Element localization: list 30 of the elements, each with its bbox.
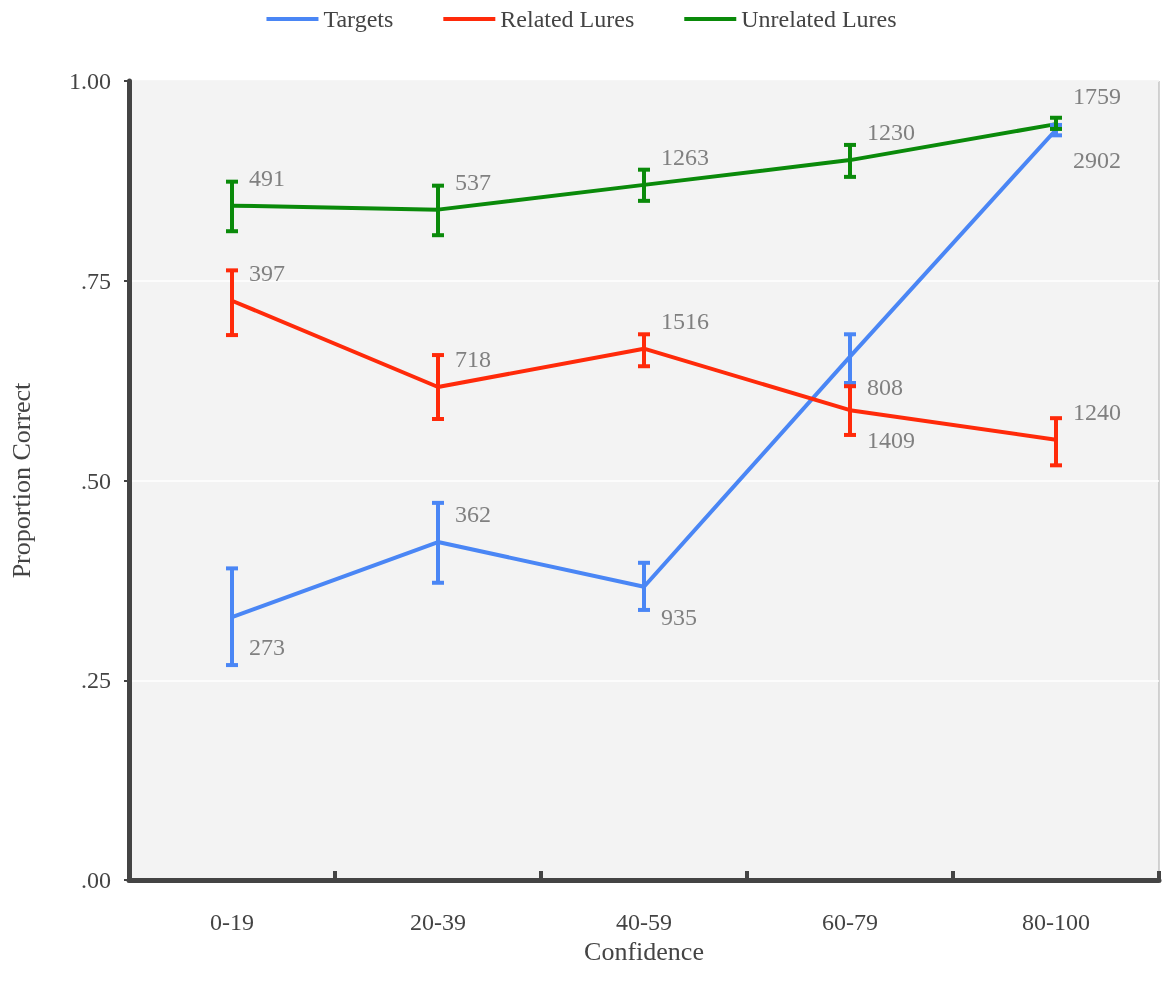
annotation: 1759 [1073, 83, 1121, 110]
annotation: 362 [455, 501, 491, 528]
annotation: 491 [249, 164, 285, 191]
annotation: 718 [455, 346, 491, 373]
annotation: 2902 [1073, 146, 1121, 173]
y-tick-label: .00 [81, 867, 111, 893]
annotation: 808 [867, 373, 903, 400]
y-axis-title: Proportion Correct [6, 381, 36, 579]
annotation: 1263 [661, 143, 709, 170]
annotation: 397 [249, 259, 285, 286]
x-axis-title: Confidence [584, 937, 704, 967]
annotation: 1230 [867, 119, 915, 146]
x-tick-label: 0-19 [210, 909, 254, 935]
y-tick-label: .25 [81, 667, 111, 694]
y-tick-label: .75 [81, 267, 111, 294]
annotation: 1240 [1073, 398, 1121, 425]
legend-label: Related Lures [500, 6, 635, 32]
legend-label: Targets [323, 6, 394, 32]
annotation: 1516 [661, 307, 709, 334]
y-tick-label: 1.00 [69, 68, 111, 94]
annotation: 935 [661, 603, 697, 630]
y-tick-label: .50 [81, 467, 111, 494]
x-tick-label: 60-79 [822, 909, 878, 935]
annotation: 537 [455, 168, 491, 195]
legend-label: Unrelated Lures [741, 6, 897, 32]
x-tick-label: 40-59 [616, 909, 672, 935]
annotation: 273 [249, 634, 285, 661]
x-tick-label: 20-39 [410, 909, 466, 935]
x-tick-label: 80-100 [1022, 909, 1090, 935]
annotation: 1409 [867, 427, 915, 454]
